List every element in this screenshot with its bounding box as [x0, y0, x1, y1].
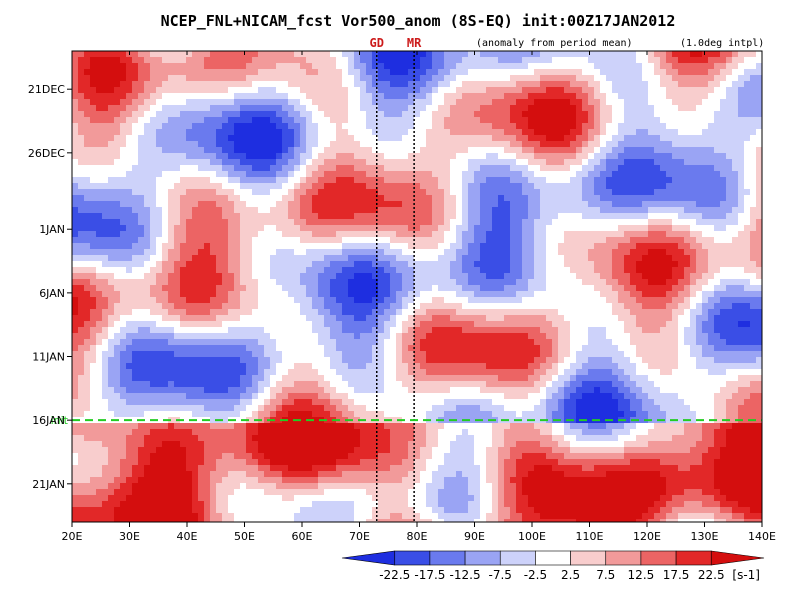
- colorbar-level-label: -2.5: [524, 568, 547, 582]
- colorbar-level-label: 17.5: [663, 568, 690, 582]
- x-axis: 20E 30E 40E 50E 60E 70E 80E 90E 100E 110E 120E 130E…: [62, 51, 776, 543]
- x-tick-label: 30E: [119, 530, 140, 543]
- colorbar-segment: [710, 550, 765, 566]
- y-axis: 21DEC 26DEC 1JAN 6JAN 11JAN 16JAN 21JAN: [28, 83, 72, 491]
- colorbar-unit: [s-1]: [732, 568, 760, 582]
- x-tick-label: 140E: [748, 530, 776, 543]
- y-tick-label: 26DEC: [28, 147, 65, 160]
- y-tick-label: 16JAN: [32, 414, 65, 427]
- x-tick-label: 100E: [518, 530, 546, 543]
- colorbar-segment: [535, 550, 571, 566]
- x-tick-label: 50E: [234, 530, 255, 543]
- colorbar-level-label: -12.5: [450, 568, 481, 582]
- chart-subtitle-right: (1.0deg intpl): [680, 38, 764, 49]
- chart-title: NCEP_FNL+NICAM_fcst Vor500_anom (8S-EQ) …: [161, 12, 676, 30]
- colorbar-level-label: -22.5: [379, 568, 410, 582]
- colorbar: -22.5 -17.5 -12.5 -7.5 -2.5 2.5 7.5 12.5 17.5 22.…: [341, 550, 765, 582]
- colorbar-segment: [341, 550, 396, 566]
- x-tick-label: 90E: [464, 530, 485, 543]
- colorbar-level-label: 7.5: [596, 568, 615, 582]
- colorbar-level-label: 22.5: [698, 568, 725, 582]
- y-tick-label: 1JAN: [39, 223, 65, 236]
- colorbar-segment: [429, 550, 466, 566]
- x-tick-label: 20E: [62, 530, 83, 543]
- colorbar-level-label: 12.5: [628, 568, 655, 582]
- colorbar-segment: [499, 550, 536, 566]
- overlays: GD MR init: [51, 36, 762, 522]
- x-tick-label: 40E: [177, 530, 198, 543]
- colorbar-segment: [675, 550, 712, 566]
- y-tick-label: 21DEC: [28, 83, 65, 96]
- y-tick-label: 21JAN: [32, 478, 65, 491]
- x-tick-label: 130E: [691, 530, 719, 543]
- y-tick-label: 6JAN: [39, 287, 65, 300]
- colorbar-level-label: -17.5: [414, 568, 445, 582]
- marker-label: MR: [407, 36, 422, 50]
- marker-label: GD: [370, 36, 384, 50]
- colorbar-segment: [464, 550, 501, 566]
- colorbar-segment: [394, 550, 431, 566]
- chart-subtitle-left: (anomaly from period mean): [476, 38, 633, 49]
- x-tick-label: 110E: [576, 530, 604, 543]
- x-tick-label: 70E: [349, 530, 370, 543]
- x-tick-label: 120E: [633, 530, 661, 543]
- colorbar-level-label: 2.5: [561, 568, 580, 582]
- colorbar-segment: [640, 550, 677, 566]
- colorbar-segment: [605, 550, 642, 566]
- y-tick-label: 11JAN: [32, 351, 65, 364]
- vorticity-anomaly-field: [72, 51, 762, 522]
- colorbar-segment: [570, 550, 607, 566]
- x-tick-label: 80E: [407, 530, 428, 543]
- colorbar-level-label: -7.5: [489, 568, 512, 582]
- init-label: init: [51, 414, 69, 427]
- x-tick-label: 60E: [292, 530, 313, 543]
